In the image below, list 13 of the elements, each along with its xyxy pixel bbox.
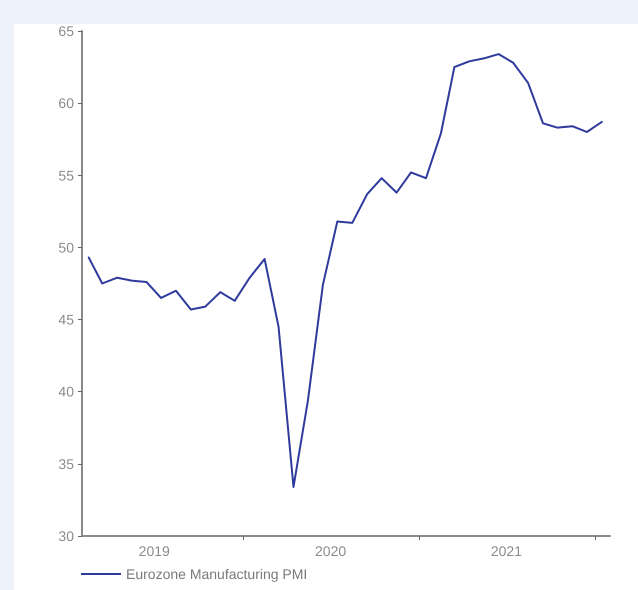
x-tick-label: 2021 xyxy=(490,543,522,559)
y-tick-label: 60 xyxy=(58,95,74,112)
x-tick-label: 2020 xyxy=(315,543,346,559)
y-tick-label: 45 xyxy=(58,312,74,328)
x-tick-label: 2019 xyxy=(138,543,170,559)
y-tick-label: 65 xyxy=(58,23,74,39)
y-tick-label: 50 xyxy=(58,239,74,256)
y-tick-label: 40 xyxy=(58,384,74,400)
y-tick-label: 35 xyxy=(58,456,74,472)
line-series xyxy=(88,53,603,488)
y-tick-label: 30 xyxy=(58,528,74,544)
y-tick-label: 55 xyxy=(58,167,74,184)
legend-label: Eurozone Manufacturing PMI xyxy=(126,566,308,582)
